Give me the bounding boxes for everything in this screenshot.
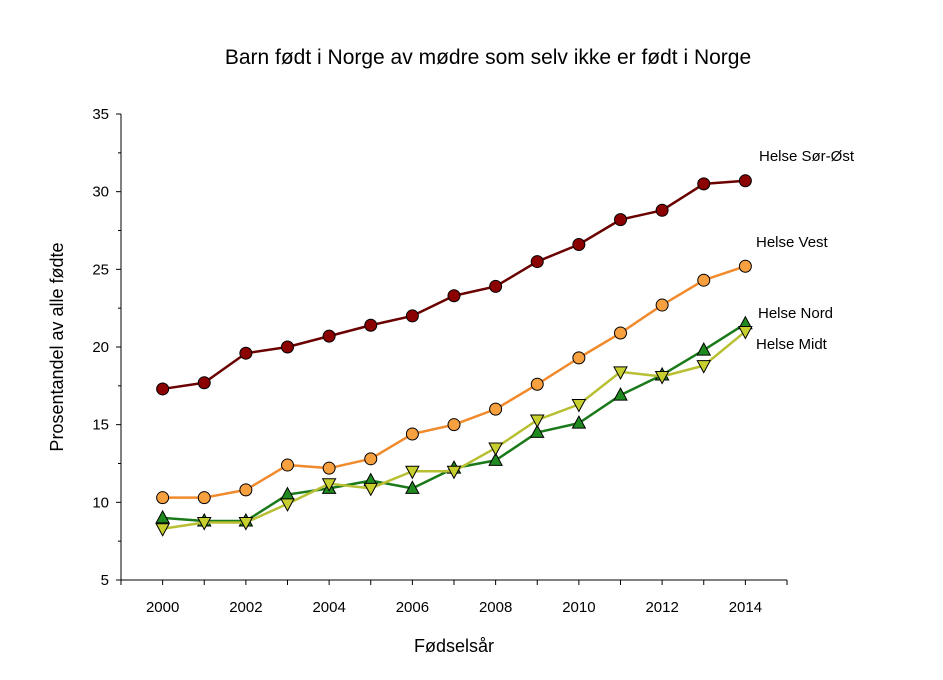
series-label-helse-s-r-st: Helse Sør-Øst: [759, 148, 855, 165]
x-tick-label: 2000: [146, 599, 179, 616]
series-labels: Helse Sør-Øst Helse Vest Helse Nord Helse M…: [756, 148, 855, 353]
data-point: [738, 259, 752, 273]
x-axis-label: Fødselsår: [414, 636, 494, 656]
data-point: [697, 177, 711, 191]
series-label-helse-vest: Helse Vest: [756, 234, 829, 251]
data-point: [281, 340, 294, 354]
data-point: [696, 342, 712, 356]
data-point: [489, 402, 503, 416]
data-point: [280, 498, 295, 512]
series-helse-s-r-st: [156, 174, 752, 396]
x-tick-label: 2004: [312, 599, 345, 616]
series-helse-vest: [156, 259, 752, 505]
x-tick-label: 2014: [729, 599, 762, 616]
data-point: [572, 237, 586, 251]
data-point: [405, 309, 419, 323]
data-point: [655, 298, 669, 312]
data-point: [738, 325, 753, 340]
series-layer: [155, 174, 753, 537]
data-point: [738, 174, 752, 188]
x-tick-label: 2002: [229, 599, 262, 616]
series-label-helse-midt: Helse Midt: [756, 336, 828, 353]
data-point: [530, 377, 544, 391]
data-point: [322, 461, 336, 475]
series-helse-midt: [155, 325, 753, 537]
data-point: [530, 255, 544, 269]
series-label-helse-nord: Helse Nord: [758, 305, 833, 322]
data-point: [197, 491, 211, 505]
y-tick-label: 5: [101, 572, 109, 589]
data-point: [321, 478, 337, 492]
data-point: [239, 346, 253, 360]
data-point: [447, 418, 461, 432]
data-point: [156, 491, 170, 505]
data-point: [364, 318, 378, 332]
data-point: [529, 424, 545, 438]
y-tick-label: 35: [92, 106, 109, 123]
data-point: [655, 203, 669, 217]
data-point: [614, 326, 627, 340]
data-point: [613, 387, 628, 401]
data-point: [571, 398, 587, 413]
y-axis-label: Prosentandel av alle fødte: [47, 242, 67, 451]
y-tick-label: 20: [92, 339, 109, 356]
data-point: [405, 427, 419, 441]
chart-title: Barn født i Norge av mødre som selv ikke…: [225, 46, 751, 69]
x-tick-label: 2012: [645, 599, 678, 616]
data-point: [196, 517, 212, 531]
data-point: [446, 465, 462, 480]
data-point: [447, 289, 461, 303]
data-point: [363, 482, 379, 497]
x-tick-label: 2006: [396, 599, 429, 616]
data-point: [697, 273, 711, 287]
data-point: [364, 452, 378, 466]
data-point: [654, 371, 670, 385]
data-point: [614, 213, 627, 227]
data-point: [488, 442, 503, 457]
data-point: [613, 366, 628, 380]
x-tick-label: 2010: [562, 599, 595, 616]
data-point: [238, 517, 254, 531]
data-point: [197, 376, 211, 390]
data-point: [405, 465, 420, 480]
data-point: [696, 360, 712, 374]
data-point: [155, 509, 170, 524]
data-point: [239, 483, 253, 497]
data-point: [155, 523, 170, 537]
data-point: [571, 415, 587, 429]
axes: 5 10 15 20 25 30 35 2000 2002 2004 2006 2008 2010 201…: [92, 106, 788, 616]
y-tick-label: 25: [92, 261, 109, 278]
data-point: [281, 458, 294, 472]
data-point: [488, 452, 503, 466]
data-point: [489, 279, 503, 293]
y-tick-label: 10: [92, 494, 109, 511]
x-tick-label: 2008: [479, 599, 512, 616]
y-tick-label: 30: [92, 184, 109, 201]
data-point: [156, 382, 170, 396]
data-point: [529, 414, 545, 429]
y-tick-label: 15: [92, 417, 109, 434]
data-point: [322, 329, 336, 343]
data-point: [405, 480, 420, 494]
data-point: [572, 351, 586, 365]
